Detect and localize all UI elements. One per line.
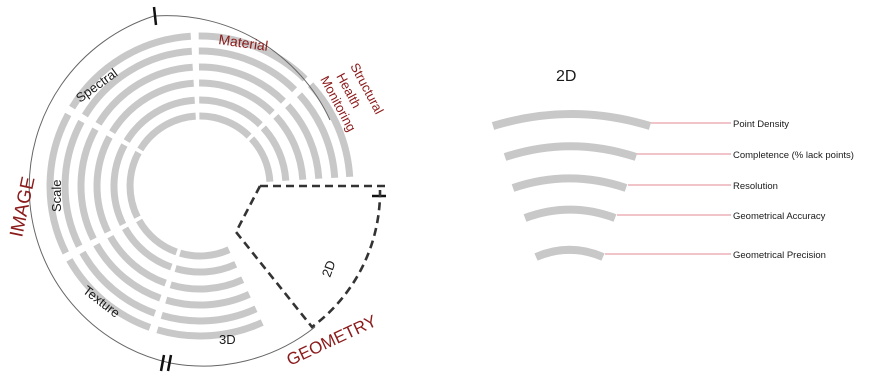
ring-6-segment bbox=[199, 112, 252, 139]
ring-6-segment bbox=[126, 150, 142, 219]
ring-5-segment bbox=[110, 143, 128, 226]
ring-3-segment bbox=[77, 127, 99, 241]
ring-3-segment bbox=[165, 291, 251, 309]
ring-6-segment bbox=[137, 112, 197, 152]
ring-5-segment bbox=[260, 125, 290, 182]
material-outline-arc bbox=[154, 15, 331, 121]
legend-arc bbox=[491, 110, 652, 130]
ring-3-segment bbox=[198, 63, 286, 104]
ring-1-segment bbox=[69, 32, 192, 110]
boundary-tick-top bbox=[152, 6, 158, 26]
ring-5-segment bbox=[123, 96, 195, 143]
legend-title: 2D bbox=[556, 68, 576, 85]
ring-4-segment bbox=[107, 234, 167, 287]
ring-5-segment bbox=[199, 96, 263, 128]
ring-3-segment bbox=[95, 63, 193, 126]
ring-3-segment bbox=[93, 242, 162, 302]
concentric-rings bbox=[46, 32, 354, 340]
two-d-legend: 2D Point Density Completence (% lack poin… bbox=[491, 68, 854, 261]
legend-label: Completence (% lack points) bbox=[733, 150, 854, 161]
ring-2-segment bbox=[296, 92, 339, 179]
ring-1-segment bbox=[46, 112, 72, 255]
legend-arc bbox=[503, 142, 638, 161]
ring-2-segment bbox=[198, 47, 298, 93]
two-d-dashed-sector bbox=[234, 184, 388, 329]
scale-label: Scale bbox=[49, 179, 64, 212]
ring-4-segment bbox=[273, 114, 307, 180]
ring-4-segment bbox=[199, 79, 275, 116]
ring-4-segment bbox=[109, 79, 194, 135]
ring-5-segment bbox=[174, 261, 238, 276]
boundary-tick-bottom-a bbox=[159, 354, 166, 372]
ring-1-segment bbox=[308, 82, 354, 178]
legend-arcs: Point Density Completence (% lack points)… bbox=[491, 110, 854, 261]
legend-arc bbox=[511, 174, 628, 192]
ring-2-segment bbox=[61, 119, 85, 248]
ring-2-segment bbox=[160, 305, 258, 325]
ring-3-segment bbox=[285, 103, 323, 179]
ring-2-segment bbox=[79, 250, 157, 317]
category-material-label: Material bbox=[218, 31, 270, 54]
ring-5-segment bbox=[122, 226, 173, 271]
category-geometry-label: GEOMETRY bbox=[284, 311, 380, 369]
ring-chart: IMAGE GEOMETRY Material Structural Healt… bbox=[6, 6, 388, 372]
three-d-label: 3D bbox=[219, 332, 236, 347]
legend-arc bbox=[534, 245, 605, 261]
ring-2-segment bbox=[81, 47, 193, 118]
ring-4-segment bbox=[93, 135, 113, 234]
legend-label: Geometrical Precision bbox=[733, 250, 826, 261]
ring-1-segment bbox=[198, 32, 308, 82]
image-outline-arc bbox=[28, 15, 171, 364]
legend-arc bbox=[523, 205, 617, 222]
legend-label: Geometrical Accuracy bbox=[733, 211, 826, 222]
ring-6-segment bbox=[179, 246, 231, 260]
ring-1-segment bbox=[66, 258, 152, 331]
ring-1-segment bbox=[156, 319, 264, 340]
legend-label: Point Density bbox=[733, 119, 789, 130]
ring-6-segment bbox=[248, 136, 274, 183]
legend-label: Resolution bbox=[733, 181, 778, 192]
ring-6-segment bbox=[136, 218, 178, 256]
geometry-outline-arc bbox=[169, 326, 316, 367]
ring-4-segment bbox=[169, 276, 245, 293]
two-d-label: 2D bbox=[319, 258, 339, 279]
boundary-tick-bottom-b bbox=[166, 354, 173, 372]
